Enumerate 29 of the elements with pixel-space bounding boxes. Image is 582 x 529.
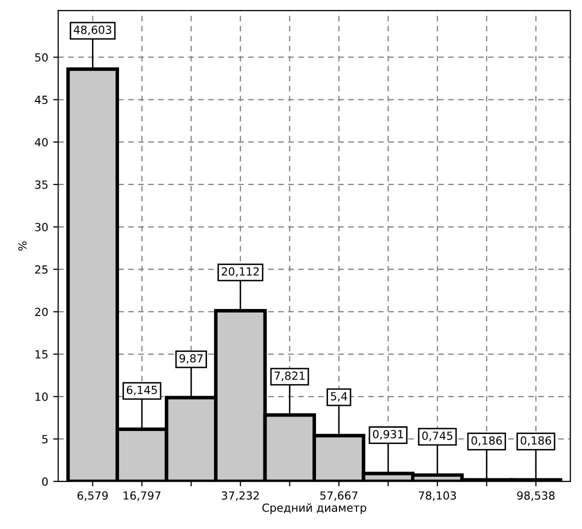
- x-tick-label: 98,538: [517, 491, 555, 501]
- y-tick-label: 25: [35, 265, 48, 274]
- y-tick-label: 40: [34, 138, 48, 146]
- y-tick-label: 10: [36, 392, 48, 401]
- x-tick-label: 6,579: [78, 491, 108, 501]
- y-axis-title: %: [18, 241, 27, 251]
- y-tick-label: 20: [35, 308, 48, 316]
- data-label: 0,745: [422, 432, 452, 442]
- data-label: 0,931: [372, 430, 404, 440]
- y-tick-label: 5: [42, 435, 48, 444]
- data-label: 20,112: [222, 267, 259, 277]
- x-axis-title: Средний диаметр: [262, 503, 366, 514]
- y-tick-label: 50: [35, 53, 48, 62]
- data-label: 6,145: [126, 386, 157, 396]
- x-tick-label: 78,103: [418, 491, 456, 501]
- data-label: 9,87: [179, 354, 203, 364]
- x-tick-label: 16,797: [124, 491, 160, 501]
- y-tick-label: 45: [34, 96, 48, 104]
- data-label: 5,4: [330, 392, 348, 402]
- x-tick-label: 37,232: [222, 491, 259, 501]
- data-label: 7,821: [274, 372, 305, 382]
- y-tick-label: 35: [35, 180, 48, 189]
- y-tick-label: 15: [36, 350, 48, 359]
- data-label: 48,603: [74, 26, 112, 36]
- y-tick-label: 30: [35, 222, 48, 232]
- x-tick-label: 57,667: [320, 491, 358, 501]
- y-tick-label: 0: [42, 477, 48, 486]
- data-label: 0,186: [520, 436, 552, 446]
- data-label: 0,186: [471, 436, 502, 446]
